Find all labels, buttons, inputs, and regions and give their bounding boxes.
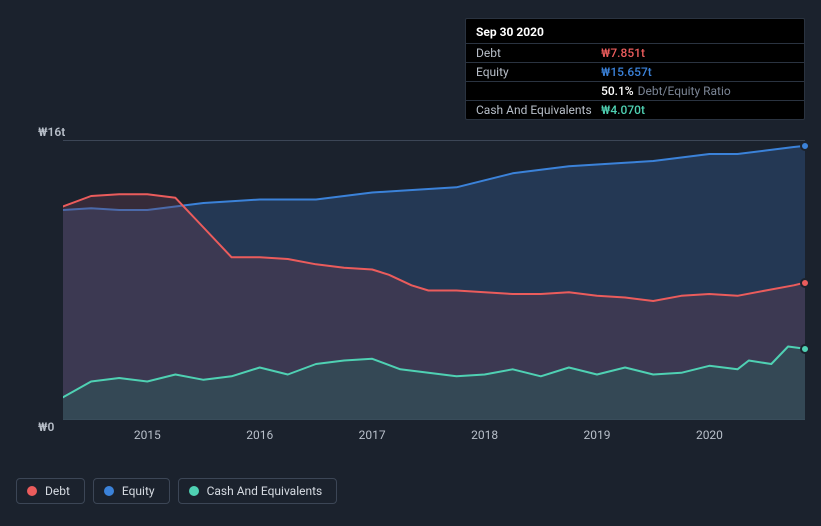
xtick-label: 2018	[471, 428, 498, 442]
tooltip-row-label: Equity	[476, 65, 601, 79]
ytick-label: ₩0	[38, 420, 54, 434]
tooltip-row: Cash And Equivalents₩4.070t	[466, 100, 804, 119]
legend-swatch	[104, 486, 114, 496]
plot-area[interactable]	[63, 140, 805, 420]
tooltip-row-value: ₩4.070t	[601, 103, 645, 117]
series-end-marker	[800, 278, 810, 288]
tooltip-row-value: ₩7.851t	[601, 46, 645, 60]
legend-label: Debt	[45, 484, 70, 498]
xtick-label: 2019	[584, 428, 611, 442]
legend-item[interactable]: Cash And Equivalents	[178, 478, 338, 504]
tooltip-row-label: Cash And Equivalents	[476, 103, 601, 117]
legend-label: Equity	[122, 484, 155, 498]
ytick-label: ₩16t	[38, 125, 65, 139]
tooltip-row: 50.1% Debt/Equity Ratio	[466, 81, 804, 100]
series-end-marker	[800, 141, 810, 151]
xtick-label: 2020	[696, 428, 723, 442]
xtick-label: 2016	[246, 428, 273, 442]
tooltip-row-label: Debt	[476, 46, 601, 60]
tooltip-date: Sep 30 2020	[466, 19, 804, 43]
x-axis: 2015 2016 2017 2018 2019 2020	[63, 420, 805, 440]
legend: Debt Equity Cash And Equivalents	[16, 478, 337, 504]
xtick-label: 2017	[359, 428, 386, 442]
tooltip-row: Debt₩7.851t	[466, 43, 804, 62]
xtick-label: 2015	[134, 428, 161, 442]
tooltip-row-value: 50.1%	[601, 84, 634, 98]
legend-item[interactable]: Debt	[16, 478, 85, 504]
legend-swatch	[189, 486, 199, 496]
tooltip-panel: Sep 30 2020 Debt₩7.851tEquity₩15.657t50.…	[465, 18, 805, 120]
series-end-marker	[800, 344, 810, 354]
legend-swatch	[27, 486, 37, 496]
tooltip-row: Equity₩15.657t	[466, 62, 804, 81]
tooltip-row-value: ₩15.657t	[601, 65, 652, 79]
chart-area: ₩16t ₩0 2015 2016 2017 2018 2019 2020	[16, 120, 805, 440]
chart-svg	[63, 140, 805, 420]
legend-label: Cash And Equivalents	[207, 484, 323, 498]
legend-item[interactable]: Equity	[93, 478, 170, 504]
tooltip-row-extra: Debt/Equity Ratio	[638, 84, 731, 98]
